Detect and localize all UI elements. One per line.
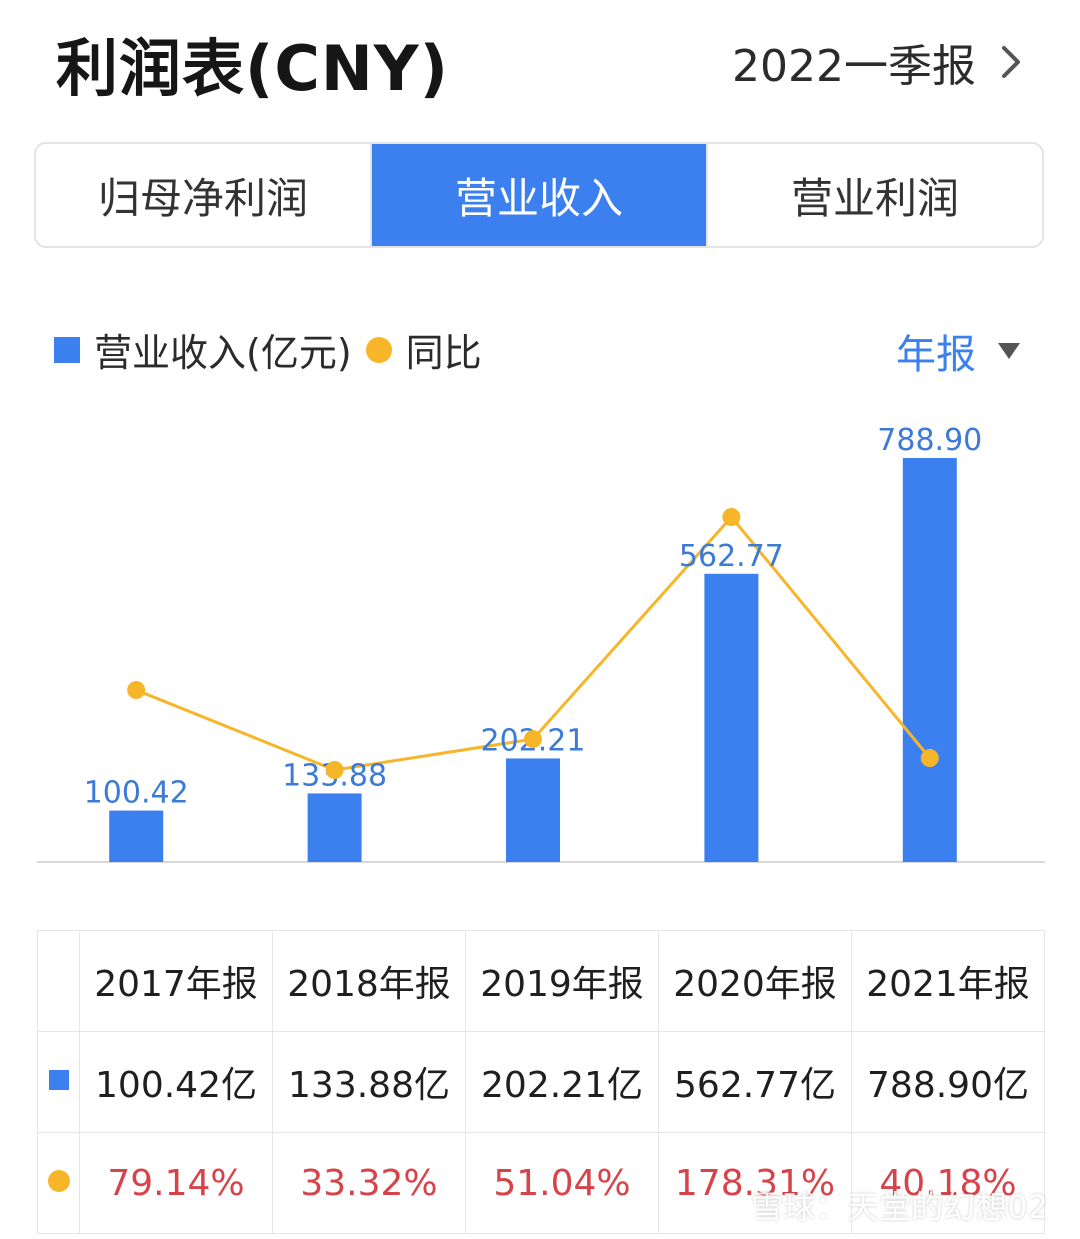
triangle-down-icon [998, 343, 1020, 359]
period-selector[interactable]: 2022一季报 [732, 30, 1028, 94]
bar-value-label: 100.42 [84, 776, 189, 811]
tab-revenue[interactable]: 营业收入 [372, 144, 708, 246]
table-header-cell: 2017年报 [79, 930, 273, 1032]
bar-value-label: 788.90 [877, 423, 982, 458]
chevron-right-icon [1002, 46, 1020, 78]
chart-legend: 营业收入(亿元) 同比 [54, 322, 482, 377]
bar [109, 810, 164, 862]
dot-marker-icon [47, 1170, 70, 1192]
table-corner [37, 930, 80, 1032]
table-header-cell: 2021年报 [851, 930, 1045, 1032]
bar [307, 793, 362, 862]
bar [704, 573, 759, 862]
row-marker [37, 1031, 80, 1133]
yoy-point [920, 749, 939, 768]
bar [506, 758, 560, 862]
legend-bar-swatch [54, 336, 80, 363]
page-title: 利润表(CNY) [56, 32, 449, 105]
metric-tabs: 归母净利润 营业收入 营业利润 [34, 142, 1044, 248]
watermark: 雪球：天堂的幻想02 [751, 1188, 1048, 1226]
table-cell: 51.04% [465, 1132, 659, 1234]
yoy-point [524, 730, 542, 749]
table-cell: 788.90亿 [851, 1031, 1045, 1133]
table-cell: 100.42亿 [79, 1031, 273, 1133]
report-mode-dropdown[interactable]: 年报 [896, 322, 1020, 380]
bar-marker-icon [48, 1070, 69, 1090]
table-row-revenue: 100.42亿 133.88亿 202.21亿 562.77亿 788.90亿 [37, 1031, 1045, 1133]
table-cell: 133.88亿 [272, 1031, 466, 1133]
row-marker [37, 1132, 80, 1234]
table-cell: 40.18% [851, 1132, 1045, 1234]
table-header-row: 2017年报 2018年报 2019年报 2020年报 2021年报 [37, 930, 1045, 1032]
yoy-point [722, 508, 741, 526]
table-cell: 33.32% [272, 1132, 466, 1234]
period-label: 2022一季报 [732, 41, 976, 92]
table-header-cell: 2020年报 [658, 930, 852, 1032]
table-header-cell: 2019年报 [465, 930, 659, 1032]
yoy-point [325, 761, 344, 779]
header: 利润表(CNY) 2022一季报 [0, 0, 1080, 120]
table-cell: 562.77亿 [658, 1031, 852, 1133]
bar-value-label: 562.77 [679, 539, 784, 574]
tab-operating-profit[interactable]: 营业利润 [790, 173, 959, 223]
legend-line-swatch [365, 336, 392, 363]
legend-line-label: 同比 [405, 331, 482, 375]
table-header-cell: 2018年报 [272, 930, 466, 1032]
table-cell: 178.31% [658, 1132, 852, 1234]
table-row-yoy: 79.14% 33.32% 51.04% 178.31% 40.18% [37, 1132, 1045, 1234]
table-cell: 79.14% [79, 1132, 273, 1234]
yoy-point [127, 681, 146, 700]
data-table: 2017年报 2018年报 2019年报 2020年报 2021年报 100.4… [37, 930, 1045, 1234]
report-mode-label: 年报 [896, 332, 976, 378]
tab-net-profit[interactable]: 归母净利润 [36, 144, 372, 246]
bar [902, 458, 957, 862]
table-cell: 202.21亿 [465, 1031, 659, 1133]
legend-bar-label: 营业收入(亿元) [94, 331, 352, 375]
